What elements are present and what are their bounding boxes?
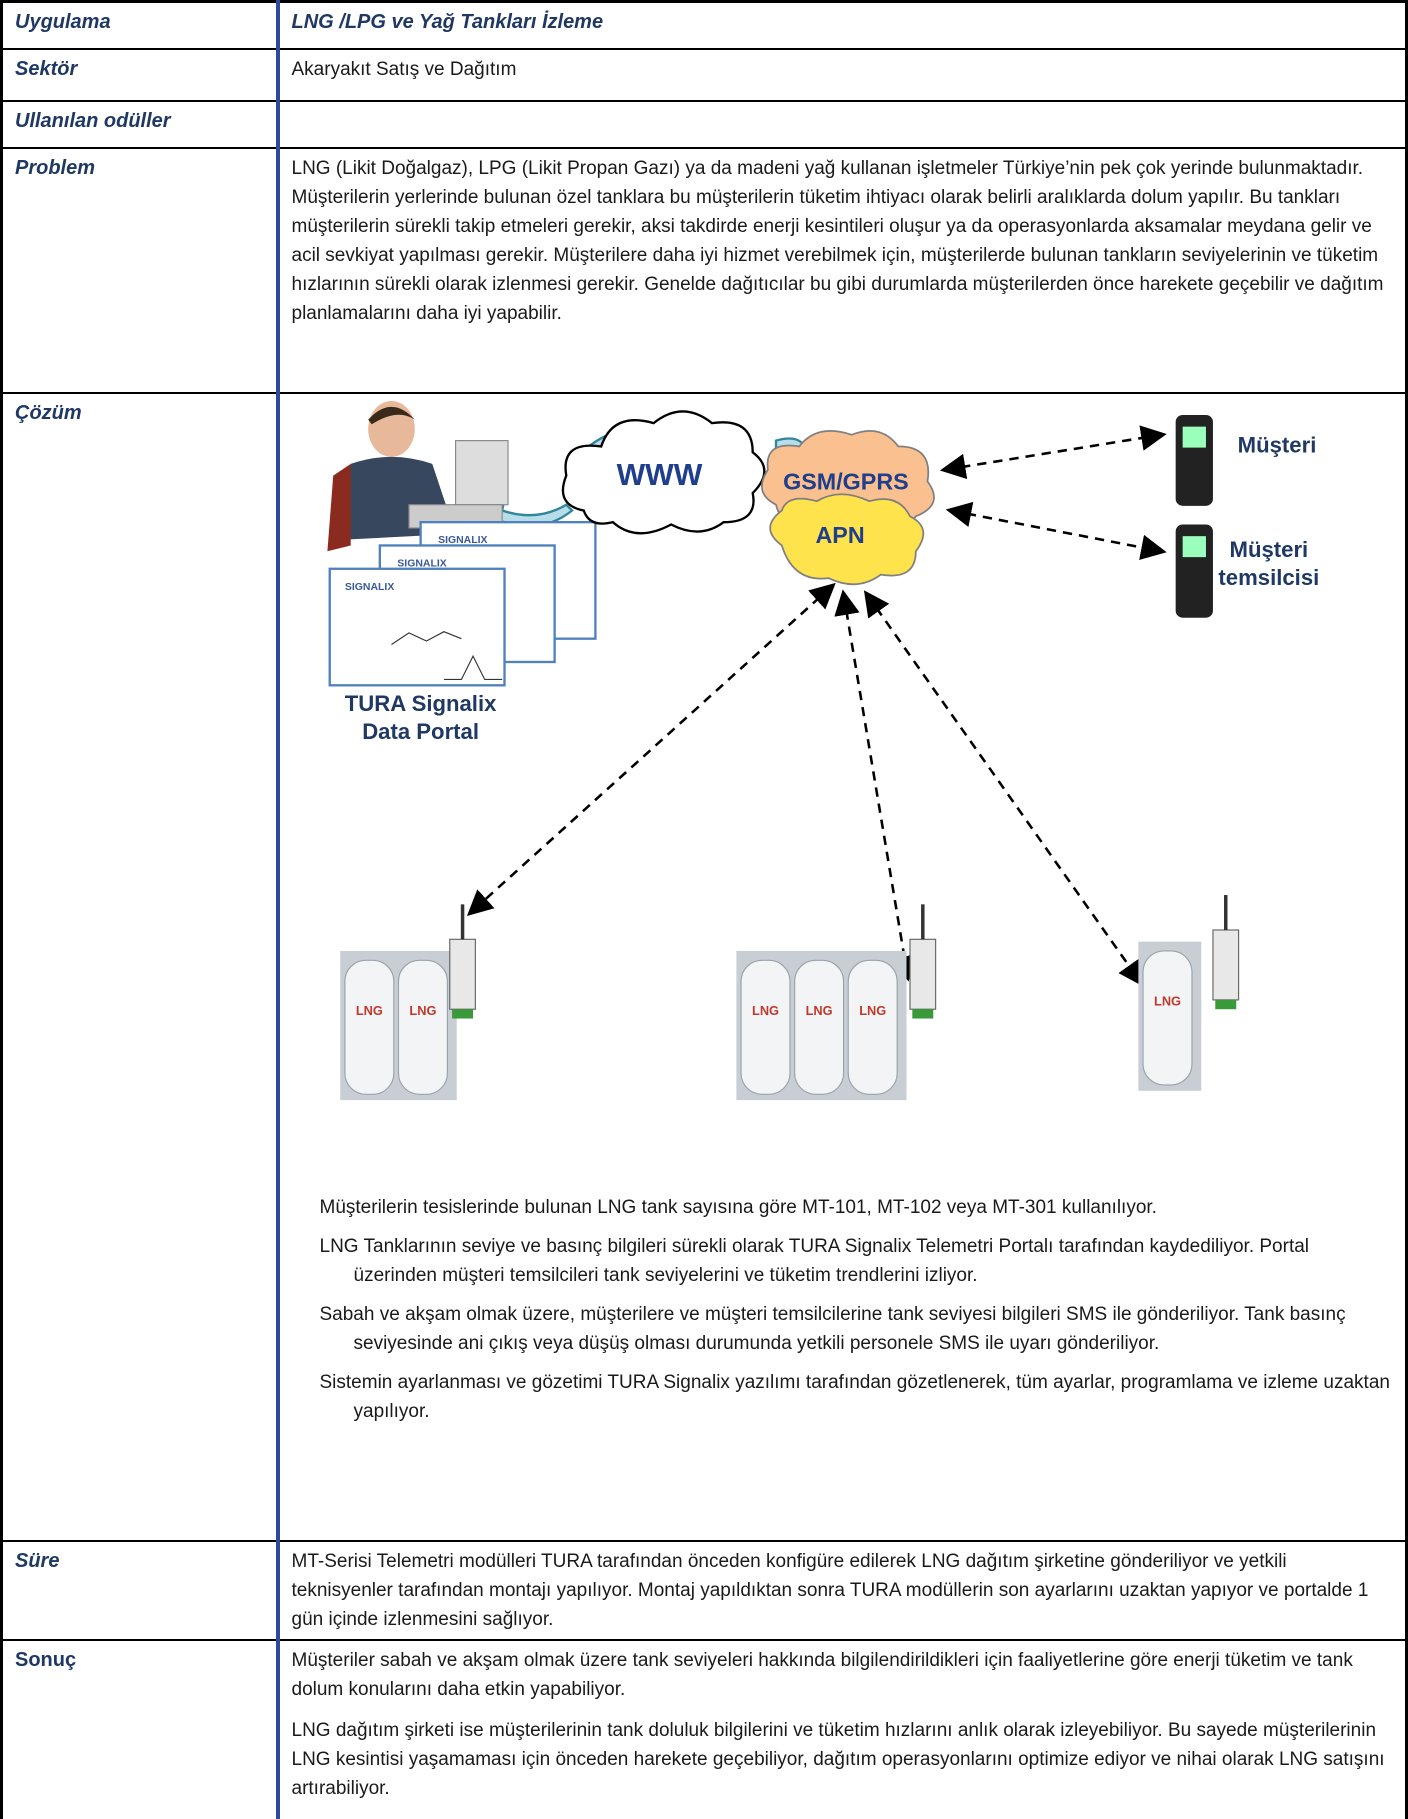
device-connector	[451, 1008, 473, 1019]
paragraph: Müşteriler sabah ve akşam olmak üzere ta…	[291, 1649, 1353, 1700]
gsm-cloud	[760, 429, 935, 585]
screen-logo: SIGNALIX	[438, 535, 487, 546]
tank-label: LNG	[805, 1003, 832, 1018]
screens: SIGNALIX SIGNALIX SIGNALIX	[328, 520, 597, 686]
bullet: Sistemin ayarlanması ve gözetimi TURA Si…	[319, 1371, 1390, 1422]
row-content: Müşteriler sabah ve akşam olmak üzere ta…	[277, 1639, 1407, 1819]
tank	[1141, 949, 1193, 1086]
screen-logo: SIGNALIX	[344, 581, 393, 592]
row-content: LNG (Likit Doğalgaz), LPG (Likit Propan …	[277, 147, 1407, 394]
tank	[739, 959, 791, 1095]
gsm-label: GSM/GPRS	[783, 468, 909, 494]
row-label: Sektör	[1, 48, 280, 102]
row: Süre MT-Serisi Telemetri modülleri TURA …	[1, 1540, 1407, 1641]
row-content: LNG /LPG ve Yağ Tankları İzleme	[277, 1, 1407, 50]
row: Sonuç Müşteriler sabah ve akşam olmak üz…	[1, 1639, 1407, 1819]
row-label: Problem	[1, 147, 280, 394]
www-cloud	[561, 409, 766, 534]
tank-label: LNG	[859, 1003, 886, 1018]
telemetry-device	[908, 938, 936, 1010]
screen-logo: SIGNALIX	[397, 558, 446, 569]
bullet: Müşterilerin tesislerinde bulunan LNG ta…	[319, 1196, 1157, 1218]
row-label: Çözüm	[1, 392, 280, 1542]
www-label: WWW	[616, 458, 702, 491]
tank-label: LNG	[752, 1003, 779, 1018]
tank-label: LNG	[355, 1003, 382, 1018]
device-connector	[1214, 999, 1236, 1009]
solution-diagram: SIGNALIX SIGNALIX SIGNALIX TURA Signalix…	[326, 400, 1319, 1100]
apn-label: APN	[815, 522, 864, 548]
phones	[1175, 414, 1213, 618]
row: Çözüm SIGNALIX SIGNALIX SIGNALIX TURA Si…	[1, 392, 1407, 1542]
row: Sektör Akaryakıt Satış ve Dağıtım	[1, 48, 1407, 102]
portal-label: TURA Signalix	[344, 690, 496, 715]
row-content: Akaryakıt Satış ve Dağıtım	[277, 48, 1407, 102]
row-content: MT-Serisi Telemetri modülleri TURA taraf…	[277, 1540, 1407, 1641]
device-connector	[911, 1008, 933, 1019]
tank-label: LNG	[409, 1003, 436, 1018]
tank	[343, 959, 394, 1095]
person	[326, 400, 509, 551]
tank	[793, 959, 844, 1095]
row-content: SIGNALIX SIGNALIX SIGNALIX TURA Signalix…	[277, 392, 1407, 1542]
row-label: Sonuç	[1, 1639, 280, 1819]
row: Ullanılan odüller	[1, 100, 1407, 149]
row: Uygulama LNG /LPG ve Yağ Tankları İzleme	[1, 1, 1407, 50]
row: Problem LNG (Likit Doğalgaz), LPG (Likit…	[1, 147, 1407, 394]
representative-label: temsilcisi	[1218, 565, 1319, 590]
tank	[847, 959, 898, 1095]
row-label: Uygulama	[1, 1, 280, 50]
bullets: Müşterilerin tesislerinde bulunan LNG ta…	[280, 1193, 1406, 1426]
row-label: Ullanılan odüller	[1, 100, 280, 149]
bullet: LNG Tanklarının seviye ve basınç bilgile…	[319, 1235, 1310, 1286]
portal-label: Data Portal	[362, 718, 479, 743]
telemetry-device	[448, 938, 476, 1010]
tanks: LNG LNG LNG LNG LNG LNG	[339, 894, 1239, 1100]
tank-label: LNG	[1153, 993, 1180, 1008]
row-label: Süre	[1, 1540, 280, 1641]
tank	[397, 959, 448, 1095]
paragraph: LNG dağıtım şirketi ise müşterilerinin t…	[291, 1719, 1385, 1799]
representative-label: Müşteri	[1229, 537, 1308, 562]
telemetry-device	[1211, 928, 1239, 1000]
customer-label: Müşteri	[1237, 432, 1316, 457]
arrows	[466, 424, 1167, 987]
row-content	[277, 100, 1407, 149]
bullet: Sabah ve akşam olmak üzere, müşterilere …	[319, 1303, 1346, 1354]
